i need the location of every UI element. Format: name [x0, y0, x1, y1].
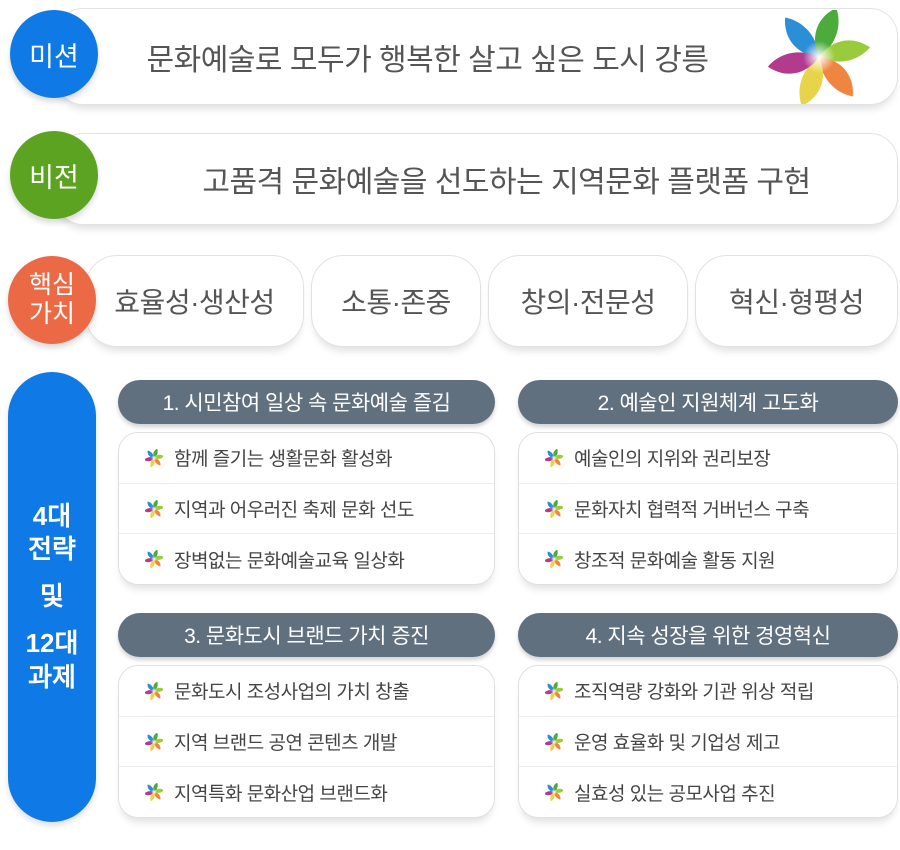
sidebar-line: 4대: [32, 500, 72, 531]
list-item: 운영 효율화 및 기업성 제고: [519, 717, 897, 768]
core-values-row: 효율성·생산성 소통·존중 창의·전문성 혁신·형평성: [85, 255, 898, 347]
core-value-box: 창의·전문성: [488, 255, 688, 347]
list-item-label: 예술인의 지위와 권리보장: [574, 449, 771, 471]
list-item-label: 지역과 어우러진 축제 문화 선도: [174, 500, 414, 521]
pinwheel-star-icon: [545, 499, 563, 518]
list-item: 지역특화 문화산업 브랜드화: [119, 767, 494, 817]
pinwheel-flower-icon: [767, 9, 871, 104]
list-item-label: 조직역량 강화와 기관 위상 적립: [574, 682, 814, 704]
list-item-label: 창조적 문화예술 활동 지원: [574, 550, 776, 572]
pinwheel-star-icon: [145, 550, 163, 569]
list-item: 실효성 있는 공모사업 추진: [519, 767, 897, 817]
section-4-card: 조직역량 강화와 기관 위상 적립 운영 효율화 및 기업성 제고 실효성 있는…: [518, 665, 898, 818]
section-1-title: 1. 시민참여 일상 속 문화예술 즐김: [118, 380, 495, 424]
core-value-box: 소통·존중: [311, 255, 481, 347]
core-values-badge-line1: 핵심: [28, 271, 75, 300]
vision-text: 고품격 문화예술을 선도하는 지역문화 플랫폼 구현: [202, 166, 811, 199]
pinwheel-star-icon: [545, 681, 563, 700]
pinwheel-star-icon: [145, 783, 163, 802]
pinwheel-star-icon: [545, 550, 563, 569]
core-value-box: 효율성·생산성: [85, 255, 304, 347]
pinwheel-star-icon: [145, 499, 163, 518]
section-4-title: 4. 지속 성장을 위한 경영혁신: [518, 613, 898, 657]
list-item-label: 지역 브랜드 공연 콘텐츠 개발: [174, 733, 397, 754]
list-item-label: 장벽없는 문화예술교육 일상화: [174, 550, 405, 572]
section-3-card: 문화도시 조성사업의 가치 창출 지역 브랜드 공연 콘텐츠 개발 지역특화 문…: [118, 665, 495, 818]
pinwheel-logo: [747, 9, 897, 104]
pinwheel-star-icon: [145, 732, 163, 751]
list-item: 조직역량 강화와 기관 위상 적립: [519, 666, 897, 717]
sidebar-line: 과제: [28, 661, 76, 692]
list-item: 장벽없는 문화예술교육 일상화: [119, 534, 494, 584]
core-value-box: 혁신·형평성: [695, 255, 898, 347]
sidebar-line: 전략: [28, 534, 76, 565]
pinwheel-star-icon: [145, 448, 163, 467]
pinwheel-star-icon: [545, 448, 563, 467]
list-item: 창조적 문화예술 활동 지원: [519, 534, 897, 584]
strategy-section-4: 4. 지속 성장을 위한 경영혁신 조직역량 강화와 기관 위상 적립 운영 효…: [518, 613, 898, 818]
list-item-label: 함께 즐기는 생활문화 활성화: [174, 449, 393, 471]
strategy-section-2: 2. 예술인 지원체계 고도화 예술인의 지위와 권리보장 문화자치 협력적 거…: [518, 380, 898, 585]
list-item-label: 지역특화 문화산업 브랜드화: [174, 783, 388, 805]
mission-badge: 미션: [10, 10, 98, 98]
mission-text: 문화예술로 모두가 행복한 살고 싶은 도시 강릉: [146, 43, 709, 77]
list-item-label: 문화자치 협력적 거버넌스 구축: [574, 500, 810, 521]
list-item: 지역 브랜드 공연 콘텐츠 개발: [119, 717, 494, 768]
vision-badge-label: 비전: [29, 162, 79, 193]
section-3-title: 3. 문화도시 브랜드 가치 증진: [118, 613, 495, 657]
pinwheel-star-icon: [145, 681, 163, 700]
sidebar-line: 및: [40, 581, 64, 612]
mission-panel: 문화예술로 모두가 행복한 살고 싶은 도시 강릉: [55, 8, 898, 105]
vision-panel: 고품격 문화예술을 선도하는 지역문화 플랫폼 구현: [55, 133, 898, 225]
strategy-section-3: 3. 문화도시 브랜드 가치 증진 문화도시 조성사업의 가치 창출 지역 브랜…: [118, 613, 495, 818]
core-values-badge-line2: 가치: [28, 300, 75, 328]
strategy-section-1: 1. 시민참여 일상 속 문화예술 즐김 함께 즐기는 생활문화 활성화 지역과…: [118, 380, 495, 585]
list-item: 함께 즐기는 생활문화 활성화: [119, 433, 494, 484]
list-item-label: 실효성 있는 공모사업 추진: [574, 783, 776, 805]
pinwheel-star-icon: [545, 783, 563, 802]
section-2-card: 예술인의 지위와 권리보장 문화자치 협력적 거버넌스 구축 창조적 문화예술 …: [518, 432, 898, 585]
list-item: 지역과 어우러진 축제 문화 선도: [119, 484, 494, 535]
list-item-label: 문화도시 조성사업의 가치 창출: [174, 682, 410, 704]
pinwheel-star-icon: [545, 732, 563, 751]
list-item: 문화도시 조성사업의 가치 창출: [119, 666, 494, 717]
vision-badge: 비전: [10, 131, 98, 219]
list-item-label: 운영 효율화 및 기업성 제고: [574, 733, 780, 754]
sidebar-line: 12대: [25, 627, 79, 658]
section-1-card: 함께 즐기는 생활문화 활성화 지역과 어우러진 축제 문화 선도 장벽없는 문…: [118, 432, 495, 585]
core-values-badge: 핵심 가치: [8, 256, 96, 344]
list-item: 예술인의 지위와 권리보장: [519, 433, 897, 484]
mission-badge-label: 미션: [29, 41, 79, 72]
strategy-sidebar: 4대 전략 및 12대 과제: [8, 372, 96, 822]
list-item: 문화자치 협력적 거버넌스 구축: [519, 484, 897, 535]
section-2-title: 2. 예술인 지원체계 고도화: [518, 380, 898, 424]
